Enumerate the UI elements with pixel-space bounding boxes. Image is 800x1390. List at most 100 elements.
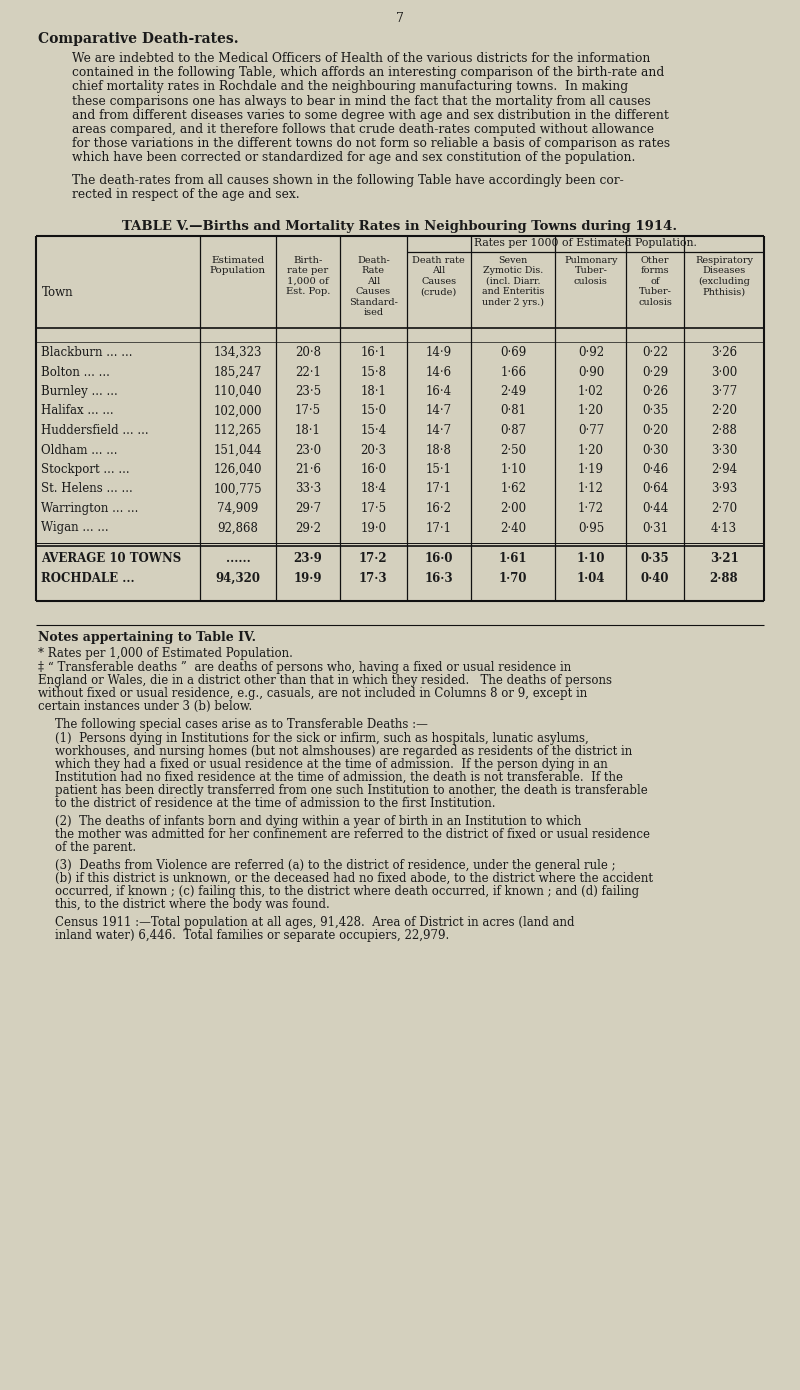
Text: 18·1: 18·1 <box>361 385 386 398</box>
Text: Death rate
All
Causes
(crude): Death rate All Causes (crude) <box>413 256 466 296</box>
Text: Oldham ... ...: Oldham ... ... <box>41 443 118 456</box>
Text: 0·90: 0·90 <box>578 366 604 378</box>
Text: Huddersfield ... ...: Huddersfield ... ... <box>41 424 149 436</box>
Text: 1·20: 1·20 <box>578 443 604 456</box>
Text: 0·29: 0·29 <box>642 366 668 378</box>
Text: these comparisons one has always to bear in mind the fact that the mortality fro: these comparisons one has always to bear… <box>72 95 650 107</box>
Text: 15·8: 15·8 <box>360 366 386 378</box>
Text: 20·8: 20·8 <box>295 346 321 359</box>
Text: Death-
Rate
All
Causes
Standard-
ised: Death- Rate All Causes Standard- ised <box>349 256 398 317</box>
Text: 2·20: 2·20 <box>711 404 737 417</box>
Text: 100,775: 100,775 <box>214 482 262 495</box>
Text: workhouses, and nursing homes (but not almshouses) are regarded as residents of : workhouses, and nursing homes (but not a… <box>55 745 632 758</box>
Text: St. Helens ... ...: St. Helens ... ... <box>41 482 133 495</box>
Text: 1·12: 1·12 <box>578 482 604 495</box>
Text: 1·19: 1·19 <box>578 463 604 475</box>
Text: 0·95: 0·95 <box>578 521 604 535</box>
Text: 17·5: 17·5 <box>295 404 321 417</box>
Text: 19·0: 19·0 <box>360 521 386 535</box>
Text: 16·2: 16·2 <box>426 502 452 516</box>
Text: 18·1: 18·1 <box>295 424 321 436</box>
Text: Comparative Death-rates.: Comparative Death-rates. <box>38 32 238 46</box>
Text: 92,868: 92,868 <box>218 521 258 535</box>
Text: 18·8: 18·8 <box>426 443 452 456</box>
Text: 3·77: 3·77 <box>711 385 737 398</box>
Text: 0·69: 0·69 <box>500 346 526 359</box>
Text: and from different diseases varies to some degree with age and sex distribution : and from different diseases varies to so… <box>72 108 669 122</box>
Text: 134,323: 134,323 <box>214 346 262 359</box>
Text: to the district of residence at the time of admission to the first Institution.: to the district of residence at the time… <box>55 796 495 810</box>
Text: 17·1: 17·1 <box>426 521 452 535</box>
Text: Other
forms
of
Tuber-
culosis: Other forms of Tuber- culosis <box>638 256 672 307</box>
Text: 3·93: 3·93 <box>711 482 737 495</box>
Text: 3·21: 3·21 <box>710 552 738 564</box>
Text: 2·70: 2·70 <box>711 502 737 516</box>
Text: 2·50: 2·50 <box>500 443 526 456</box>
Text: contained in the following Table, which affords an interesting comparison of the: contained in the following Table, which … <box>72 67 664 79</box>
Text: 17·5: 17·5 <box>360 502 386 516</box>
Text: 23·5: 23·5 <box>295 385 321 398</box>
Text: 21·6: 21·6 <box>295 463 321 475</box>
Text: The following special cases arise as to Transferable Deaths :—: The following special cases arise as to … <box>55 719 428 731</box>
Text: 1·70: 1·70 <box>499 573 527 585</box>
Text: Wigan ... ...: Wigan ... ... <box>41 521 109 535</box>
Text: 19·9: 19·9 <box>294 573 322 585</box>
Text: (1)  Persons dying in Institutions for the sick or infirm, such as hospitals, lu: (1) Persons dying in Institutions for th… <box>55 733 589 745</box>
Text: the mother was admitted for her confinement are referred to the district of fixe: the mother was admitted for her confinem… <box>55 828 650 841</box>
Text: 17·2: 17·2 <box>359 552 388 564</box>
Text: TABLE V.—Births and Mortality Rates in Neighbouring Towns during 1914.: TABLE V.—Births and Mortality Rates in N… <box>122 220 678 234</box>
Text: Census 1911 :—Total population at all ages, 91,428.  Area of District in acres (: Census 1911 :—Total population at all ag… <box>55 916 574 929</box>
Text: of the parent.: of the parent. <box>55 841 136 853</box>
Text: 2·40: 2·40 <box>500 521 526 535</box>
Text: 18·4: 18·4 <box>360 482 386 495</box>
Text: 102,000: 102,000 <box>214 404 262 417</box>
Text: AVERAGE 10 TOWNS: AVERAGE 10 TOWNS <box>41 552 182 564</box>
Text: 1·02: 1·02 <box>578 385 604 398</box>
Text: this, to the district where the body was found.: this, to the district where the body was… <box>55 898 330 910</box>
Text: chief mortality rates in Rochdale and the neighbouring manufacturing towns.  In : chief mortality rates in Rochdale and th… <box>72 81 628 93</box>
Text: Town: Town <box>42 286 74 299</box>
Text: 23·0: 23·0 <box>295 443 321 456</box>
Text: Halifax ... ...: Halifax ... ... <box>41 404 114 417</box>
Text: 2·00: 2·00 <box>500 502 526 516</box>
Text: 20·3: 20·3 <box>360 443 386 456</box>
Text: 7: 7 <box>396 13 404 25</box>
Text: 1·10: 1·10 <box>500 463 526 475</box>
Text: Blackburn ... ...: Blackburn ... ... <box>41 346 133 359</box>
Text: 1·61: 1·61 <box>499 552 527 564</box>
Text: 1·62: 1·62 <box>500 482 526 495</box>
Text: 17·3: 17·3 <box>359 573 388 585</box>
Text: 15·0: 15·0 <box>360 404 386 417</box>
Text: 0·35: 0·35 <box>642 404 668 417</box>
Text: 16·4: 16·4 <box>426 385 452 398</box>
Text: Stockport ... ...: Stockport ... ... <box>41 463 130 475</box>
Text: 0·20: 0·20 <box>642 424 668 436</box>
Text: ......: ...... <box>226 552 250 564</box>
Text: We are indebted to the Medical Officers of Health of the various districts for t: We are indebted to the Medical Officers … <box>72 51 650 65</box>
Text: 29·7: 29·7 <box>295 502 321 516</box>
Text: 1·20: 1·20 <box>578 404 604 417</box>
Text: 22·1: 22·1 <box>295 366 321 378</box>
Text: 0·30: 0·30 <box>642 443 668 456</box>
Text: 185,247: 185,247 <box>214 366 262 378</box>
Text: 0·22: 0·22 <box>642 346 668 359</box>
Text: occurred, if known ; (c) failing this, to the district where death occurred, if : occurred, if known ; (c) failing this, t… <box>55 885 639 898</box>
Text: 29·2: 29·2 <box>295 521 321 535</box>
Text: 3·26: 3·26 <box>711 346 737 359</box>
Text: Respiratory
Diseases
(excluding
Phthisis): Respiratory Diseases (excluding Phthisis… <box>695 256 753 296</box>
Text: 2·94: 2·94 <box>711 463 737 475</box>
Text: (2)  The deaths of infants born and dying within a year of birth in an Instituti: (2) The deaths of infants born and dying… <box>55 815 582 828</box>
Text: Seven
Zymotic Dis.
(incl. Diarr.
and Enteritis
under 2 yrs.): Seven Zymotic Dis. (incl. Diarr. and Ent… <box>482 256 544 307</box>
Text: inland water) 6,446.  Total families or separate occupiers, 22,979.: inland water) 6,446. Total families or s… <box>55 929 450 942</box>
Text: Institution had no fixed residence at the time of admission, the death is not tr: Institution had no fixed residence at th… <box>55 771 623 784</box>
Text: 0·64: 0·64 <box>642 482 668 495</box>
Text: areas compared, and it therefore follows that crude death-rates computed without: areas compared, and it therefore follows… <box>72 122 654 136</box>
Text: 14·7: 14·7 <box>426 404 452 417</box>
Text: Notes appertaining to Table IV.: Notes appertaining to Table IV. <box>38 631 256 644</box>
Text: which have been corrected or standardized for age and sex constitution of the po: which have been corrected or standardize… <box>72 152 635 164</box>
Text: Estimated
Population: Estimated Population <box>210 256 266 275</box>
Text: 0·44: 0·44 <box>642 502 668 516</box>
Text: 0·87: 0·87 <box>500 424 526 436</box>
Text: 94,320: 94,320 <box>215 573 261 585</box>
Text: 33·3: 33·3 <box>294 482 321 495</box>
